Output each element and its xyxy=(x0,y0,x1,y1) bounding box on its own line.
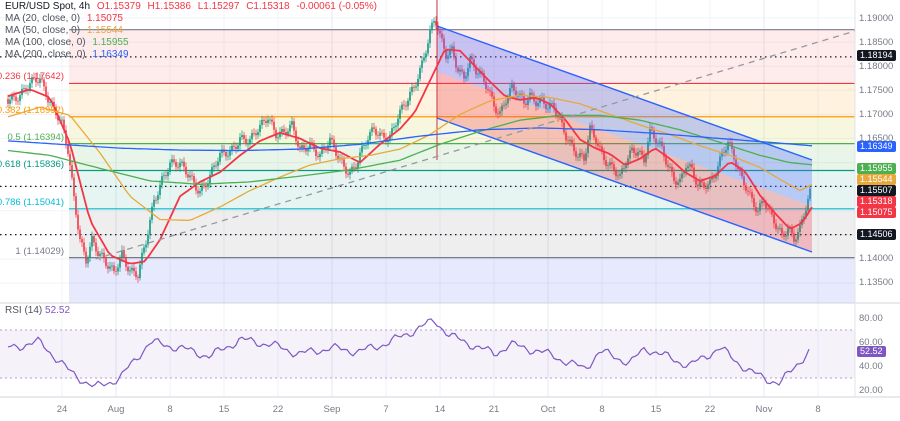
price-axis-tick: 1.17000 xyxy=(859,109,894,120)
time-axis-label: 7 xyxy=(383,404,389,415)
time-axis-label: Nov xyxy=(755,404,773,415)
ma-200-label: MA (200, close, 0) xyxy=(5,49,86,60)
ma-200-legend[interactable]: MA (200, close, 0) 1.16349 xyxy=(5,49,377,61)
price-axis-badge: 1.18194 xyxy=(857,50,896,61)
time-axis-label: 15 xyxy=(650,404,662,415)
time-axis-label: 22 xyxy=(272,404,284,415)
fib-level-label[interactable]: 0.382 (1.16952) xyxy=(0,104,64,116)
price-axis-tick: 1.18000 xyxy=(859,61,894,72)
price-axis-badge: 1.15955 xyxy=(857,163,896,174)
ma-20-legend[interactable]: MA (20, close, 0) 1.15075 xyxy=(5,13,377,25)
ohlc-change: -0.00061 (-0.05%) xyxy=(296,1,377,12)
price-axis-tick: 1.19000 xyxy=(859,13,894,24)
price-axis-tick: 1.14000 xyxy=(859,253,894,264)
ma-50-label: MA (50, close, 0) xyxy=(5,25,81,36)
price-axis-badge: 1.15544 xyxy=(857,174,896,185)
rsi-axis-badge: 52.52 xyxy=(857,346,886,357)
price-axis-tick: 1.16500 xyxy=(859,133,894,144)
time-axis-label: Aug xyxy=(107,404,125,415)
ohlc-high: H1.15386 xyxy=(147,1,191,12)
ma-100-value: 1.15955 xyxy=(92,37,129,48)
rsi-axis-tick: 60.00 xyxy=(859,337,883,348)
time-axis-label: 8 xyxy=(167,404,173,415)
ma-20-value: 1.15075 xyxy=(86,13,123,24)
ma-100-legend[interactable]: MA (100, close, 0) 1.15955 xyxy=(5,37,377,49)
price-axis-tick: 1.17500 xyxy=(859,85,894,96)
time-axis-label: 21 xyxy=(488,404,500,415)
symbol-title[interactable]: EUR/USD Spot, 4h xyxy=(5,1,91,12)
ma-100-label: MA (100, close, 0) xyxy=(5,37,86,48)
price-axis-badge: 1.15507 xyxy=(857,185,896,196)
rsi-axis-tick: 40.00 xyxy=(859,361,883,372)
rsi-label: RSI (14) xyxy=(5,305,43,316)
time-axis-label: Sep xyxy=(323,404,341,415)
price-axis-badge: 1.14506 xyxy=(857,229,896,240)
fib-level-label[interactable]: 0.786 (1.15041) xyxy=(0,196,64,208)
price-axis-tick: 1.18500 xyxy=(859,37,894,48)
fib-level-label[interactable]: 0.5 (1.16394) xyxy=(7,131,64,143)
ma-20-label: MA (20, close, 0) xyxy=(5,13,81,24)
fib-level-label[interactable]: 0.236 (1.17642) xyxy=(0,71,64,83)
ohlc-close: C1.15318 xyxy=(246,1,290,12)
ohlc-low: L1.15297 xyxy=(197,1,240,12)
price-axis-badge: 1.16349 xyxy=(857,141,896,152)
time-axis-label: 8 xyxy=(815,404,821,415)
ma-200-value: 1.16349 xyxy=(92,49,129,60)
rsi-value: 52.52 xyxy=(45,305,71,316)
symbol-title-row[interactable]: EUR/USD Spot, 4h O1.15379 H1.15386 L1.15… xyxy=(5,1,377,13)
symbol-legend: EUR/USD Spot, 4h O1.15379 H1.15386 L1.15… xyxy=(5,1,377,61)
time-axis-label: 15 xyxy=(218,404,230,415)
time-axis-label: Oct xyxy=(540,404,556,415)
time-axis-label: 8 xyxy=(599,404,605,415)
rsi-axis-tick: 80.00 xyxy=(859,313,883,324)
time-axis-label: 24 xyxy=(56,404,68,415)
rsi-legend[interactable]: RSI (14) 52.52 xyxy=(5,305,70,316)
ohlc-open: O1.15379 xyxy=(96,1,141,12)
time-axis-label: 22 xyxy=(704,404,716,415)
rsi-axis-tick: 20.00 xyxy=(859,385,883,396)
fib-level-label[interactable]: 0.618 (1.15836) xyxy=(0,158,64,170)
price-axis-badge: 1.15318 xyxy=(857,196,896,207)
ma-50-value: 1.15544 xyxy=(86,25,123,36)
price-axis-badge: 1.15075 xyxy=(857,207,896,218)
price-axis-tick: 1.13500 xyxy=(859,277,894,288)
ma-50-legend[interactable]: MA (50, close, 0) 1.15544 xyxy=(5,25,377,37)
fib-level-label[interactable]: 1 (1.14029) xyxy=(15,245,64,257)
time-axis-label: 14 xyxy=(434,404,446,415)
